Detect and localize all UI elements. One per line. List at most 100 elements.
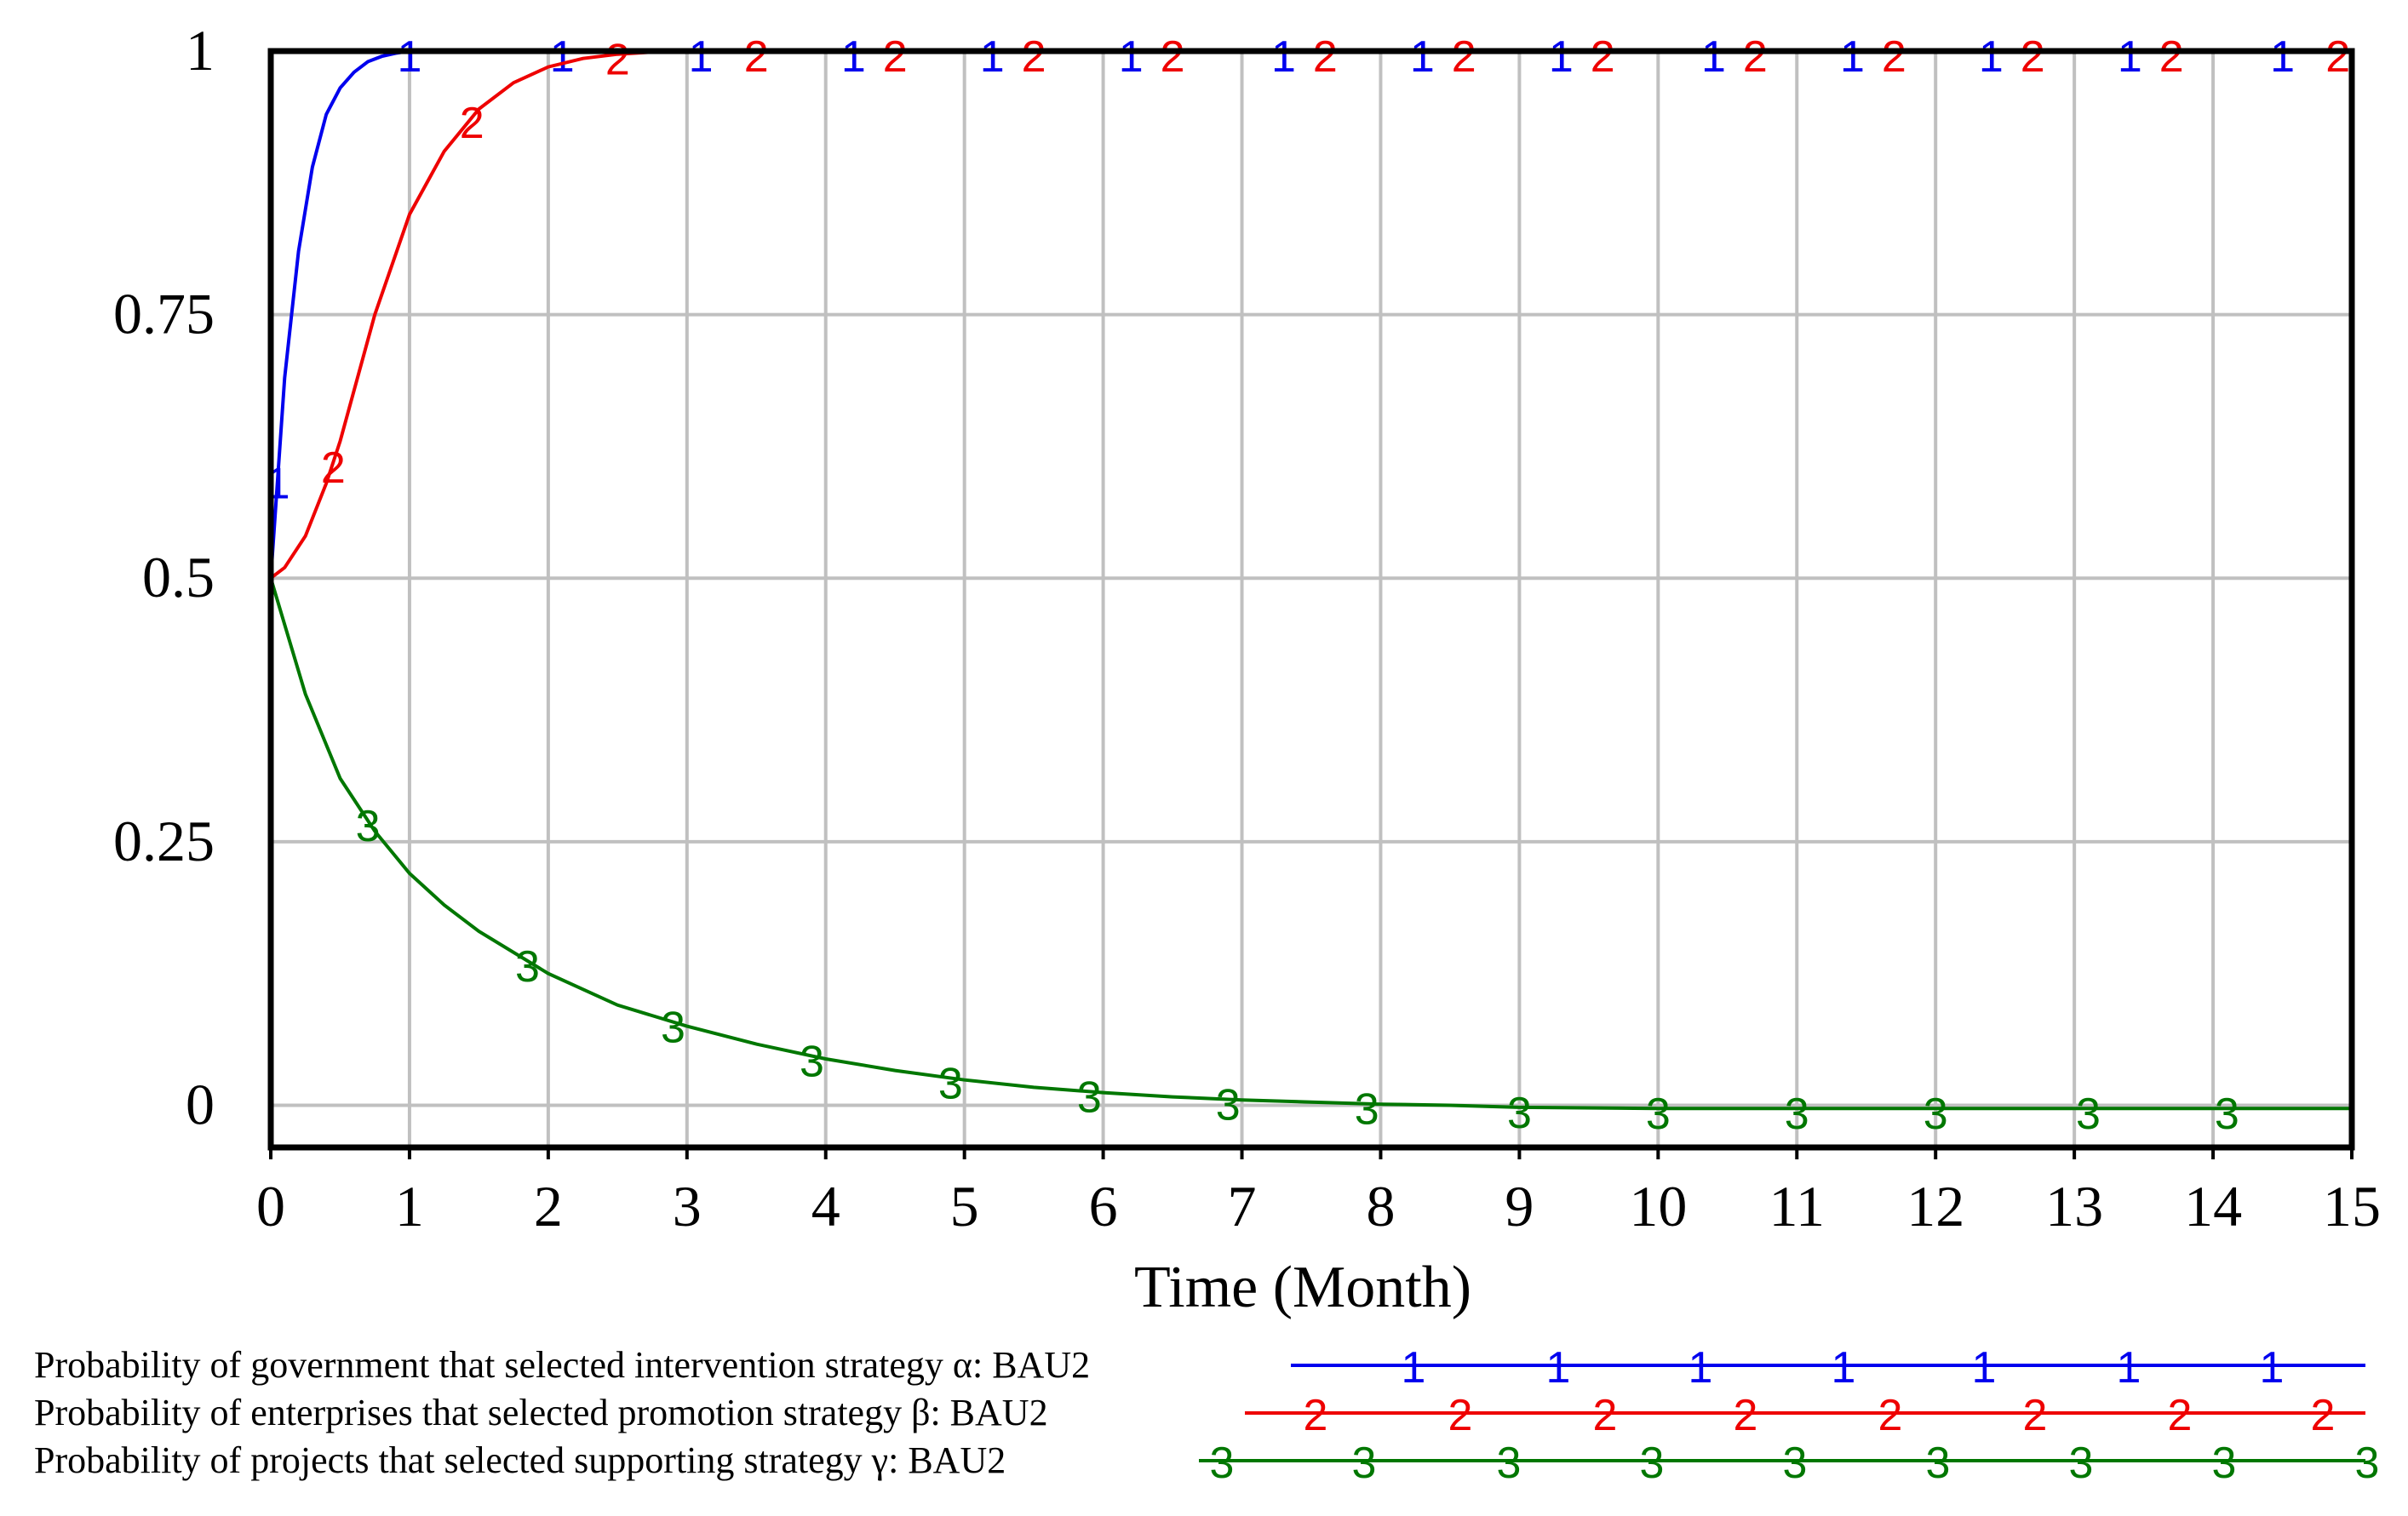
x-tick-label: 9 [1505,1174,1534,1239]
series-marker-3: 3 [1785,1090,1809,1139]
series-marker-1: 1 [550,32,575,82]
series-marker-2: 2 [1313,32,1338,82]
x-tick-label: 14 [2184,1174,2242,1239]
series-marker-2: 2 [1452,32,1476,82]
legend-marker-3: 3 [1640,1439,1665,1488]
legend-label: Probability of government that selected … [34,1344,1090,1386]
series-marker-3: 3 [800,1038,824,1087]
y-tick-label: 1 [186,18,215,83]
series-marker-1: 1 [1979,32,2004,82]
series-marker-1: 1 [1701,32,1726,82]
x-tick-label: 5 [950,1174,979,1239]
series-marker-3: 3 [356,802,381,851]
x-tick-label: 15 [2323,1174,2381,1239]
series-marker-3: 3 [515,942,540,992]
series-marker-1: 1 [1271,32,1296,82]
legend-marker-2: 2 [1593,1391,1618,1440]
legend-marker-1: 1 [1832,1343,1856,1393]
legend-marker-2: 2 [1304,1391,1328,1440]
legend-marker-2: 2 [2311,1391,2336,1440]
x-tick-label: 1 [395,1174,424,1239]
series-marker-1: 1 [2118,32,2142,82]
series-marker-1: 1 [397,32,421,82]
series-marker-1: 1 [980,32,1005,82]
series-marker-1: 1 [2270,32,2295,82]
series-marker-1: 1 [841,32,866,82]
legend-marker-2: 2 [2168,1391,2193,1440]
x-tick-label: 3 [673,1174,702,1239]
y-tick-label: 0.75 [113,282,215,346]
plot-frame [267,48,2355,1151]
x-tick-label: 2 [534,1174,563,1239]
legend-marker-3: 3 [2069,1439,2094,1488]
series-marker-3: 3 [2215,1090,2239,1139]
x-axis-title: Time (Month) [1134,1255,1471,1320]
legend-label: Probability of projects that selected su… [34,1439,1006,1481]
series-marker-3: 3 [1646,1090,1671,1139]
series-marker-2: 2 [1591,32,1615,82]
legend-marker-3: 3 [1352,1439,1377,1488]
legend-marker-1: 1 [1546,1343,1571,1393]
legend-marker-1: 1 [2260,1343,2285,1393]
y-tick-label: 0.5 [142,545,215,609]
series-marker-2: 2 [744,32,769,82]
series-marker-1: 1 [1119,32,1144,82]
series-marker-3: 3 [2076,1090,2101,1139]
legend-marker-3: 3 [1926,1439,1951,1488]
series-marker-2: 2 [605,36,630,85]
legend-marker-2: 2 [1448,1391,1473,1440]
legend-marker-2: 2 [1734,1391,1758,1440]
x-tick-label: 0 [256,1174,285,1239]
legend-marker-2: 2 [1878,1391,1903,1440]
legend-marker-3: 3 [1210,1439,1235,1488]
x-tick-label: 13 [2045,1174,2103,1239]
legend-marker-3: 3 [2355,1439,2380,1488]
legend-label: Probability of enterprises that selected… [34,1392,1048,1433]
series-marker-2: 2 [2159,32,2184,82]
series-marker-2: 2 [321,443,346,493]
series-line-3 [269,577,2352,1111]
series-marker-1: 1 [689,32,714,82]
series-marker-2: 2 [1882,32,1906,82]
x-tick-label: 4 [811,1174,840,1239]
series-marker-3: 3 [1355,1085,1379,1135]
y-tick-label: 0 [186,1072,215,1136]
legend-marker-3: 3 [1783,1439,1808,1488]
series-marker-1: 1 [1410,32,1435,82]
legend-marker-1: 1 [1972,1343,1997,1393]
series-marker-1: 1 [1549,32,1574,82]
series-marker-2: 2 [2021,32,2045,82]
series-marker-3: 3 [1077,1073,1102,1122]
series-marker-2: 2 [1161,32,1185,82]
series-marker-3: 3 [1924,1090,1948,1139]
series-marker-3: 3 [1216,1081,1241,1130]
y-tick-label: 0.25 [113,809,215,873]
series-marker-3: 3 [661,1004,685,1053]
legend-marker-1: 1 [1402,1343,1426,1393]
series-marker-2: 2 [1022,32,1046,82]
x-tick-label: 11 [1769,1174,1825,1239]
x-tick-label: 6 [1089,1174,1118,1239]
plot-border [267,48,2355,1151]
series-marker-3: 3 [1507,1089,1532,1138]
series-marker-2: 2 [2325,32,2350,82]
x-tick-label: 7 [1228,1174,1257,1239]
legend: Probability of government that selected … [34,1343,2379,1488]
x-tick-label: 10 [1629,1174,1687,1239]
series-marker-2: 2 [883,32,908,82]
x-tick-label: 8 [1366,1174,1395,1239]
grid [271,51,2352,1147]
legend-marker-3: 3 [2212,1439,2237,1488]
legend-marker-1: 1 [1688,1343,1713,1393]
series-marker-1: 1 [1840,32,1865,82]
legend-marker-2: 2 [2023,1391,2048,1440]
legend-marker-3: 3 [1497,1439,1522,1488]
series-marker-2: 2 [460,99,484,148]
series-marker-2: 2 [1743,32,1768,82]
series-marker-3: 3 [938,1060,963,1109]
x-tick-label: 12 [1906,1174,1964,1239]
